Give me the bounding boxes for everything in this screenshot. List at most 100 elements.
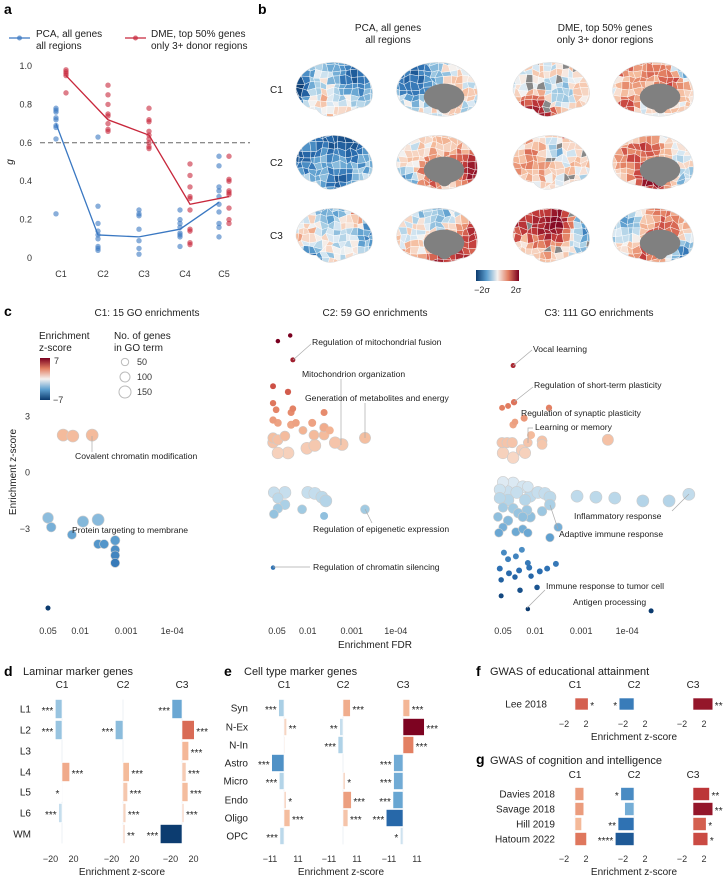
brain-region <box>325 186 335 190</box>
bar <box>624 802 635 816</box>
data-point <box>105 113 111 119</box>
brain-region <box>587 184 590 190</box>
bar <box>181 803 185 823</box>
go-term-point <box>320 511 329 520</box>
go-term-point <box>518 546 525 553</box>
go-term-point <box>516 567 523 574</box>
go-term-point <box>320 409 328 417</box>
brain-lateral-view <box>295 208 373 263</box>
brain-region <box>361 62 369 64</box>
brain-region <box>580 210 589 219</box>
brain-region <box>513 184 515 190</box>
brain-region <box>612 62 616 65</box>
significance-stars: ** <box>608 821 616 832</box>
brain-region <box>398 186 408 190</box>
row-label: Micro <box>224 777 249 788</box>
brain-region <box>585 142 590 152</box>
brain-region <box>403 105 413 117</box>
bar <box>402 718 425 736</box>
brain-region <box>416 229 427 236</box>
brain-region <box>683 135 691 138</box>
go-term-point <box>502 515 514 526</box>
brain-region <box>455 62 462 66</box>
brain-region <box>314 257 324 263</box>
panel-label-f: f <box>476 663 481 679</box>
significance-stars: ** <box>330 724 338 735</box>
go-term-point <box>328 436 342 449</box>
brain-region <box>296 185 298 190</box>
row-label: Hill 2019 <box>516 820 555 831</box>
go-term-point <box>271 446 285 460</box>
brain-region <box>296 100 298 109</box>
brain-region <box>473 77 478 83</box>
panel-b-col1-title-line2: all regions <box>365 35 411 46</box>
brain-region <box>403 113 412 117</box>
brain-region <box>585 214 590 224</box>
x-tick-label: 2 <box>701 719 706 729</box>
x-tick-label: 2 <box>583 854 588 864</box>
brain-region <box>613 135 624 139</box>
go-term-point <box>269 509 279 519</box>
significance-stars: ** <box>127 831 135 842</box>
brain-region <box>349 258 358 263</box>
significance-stars: *** <box>380 778 392 789</box>
x-tick-label: −2 <box>559 854 569 864</box>
significance-stars: *** <box>416 742 428 753</box>
brain-region <box>620 63 629 72</box>
brain-region <box>474 185 478 190</box>
go-term-point <box>636 494 650 508</box>
data-point <box>136 238 142 244</box>
brain-region <box>397 251 405 261</box>
medial-wall <box>423 83 465 111</box>
brain-region <box>449 186 457 190</box>
brain-region <box>472 174 478 180</box>
panel-b-col2-title-line1: DME, top 50% genes <box>558 23 653 34</box>
brain-region <box>513 111 522 117</box>
brain-region <box>441 114 452 117</box>
brain-region <box>578 179 589 187</box>
brain-region <box>306 186 315 190</box>
brain-region <box>396 208 400 211</box>
go-term-point <box>526 564 533 571</box>
brain-region <box>475 247 478 253</box>
group-header: C2 <box>117 680 130 691</box>
brain-region <box>358 114 367 117</box>
brain-region <box>396 143 399 152</box>
group-header: C1 <box>56 680 69 691</box>
brain-region <box>513 106 522 114</box>
brain-region <box>368 251 373 260</box>
brain-region <box>619 167 627 174</box>
brain-region <box>690 209 694 218</box>
brain-region <box>343 115 353 117</box>
x-tick-label: 0.001 <box>570 626 593 636</box>
significance-stars: * <box>590 701 594 712</box>
panel-label-e: e <box>224 663 232 679</box>
row-label: N-Ex <box>226 723 248 734</box>
brain-region <box>689 135 694 138</box>
data-point <box>53 136 59 142</box>
brain-region <box>581 68 589 78</box>
brain-region <box>296 181 298 189</box>
group-header: C2 <box>628 770 641 781</box>
brain-region <box>613 137 624 146</box>
medial-wall-stem <box>653 106 668 114</box>
brain-regions <box>513 208 590 263</box>
brain-region <box>682 68 692 79</box>
brain-region <box>296 135 300 140</box>
brain-region <box>566 111 577 117</box>
x-tick-label: −2 <box>618 719 628 729</box>
y-tick-label: 0.8 <box>19 99 32 109</box>
go-term-point <box>287 333 293 338</box>
brain-region <box>613 257 623 263</box>
brain-region <box>627 208 637 213</box>
brain-medial-view <box>396 135 478 190</box>
brain-region <box>581 62 589 71</box>
bar <box>181 720 195 740</box>
brain-region <box>531 227 538 236</box>
brain-region <box>474 208 478 211</box>
y-tick-label: 0 <box>25 468 30 478</box>
significance-stars: *** <box>102 727 114 738</box>
data-point <box>226 220 232 227</box>
brain-region <box>396 251 399 261</box>
x-tick-label: 20 <box>188 854 198 864</box>
